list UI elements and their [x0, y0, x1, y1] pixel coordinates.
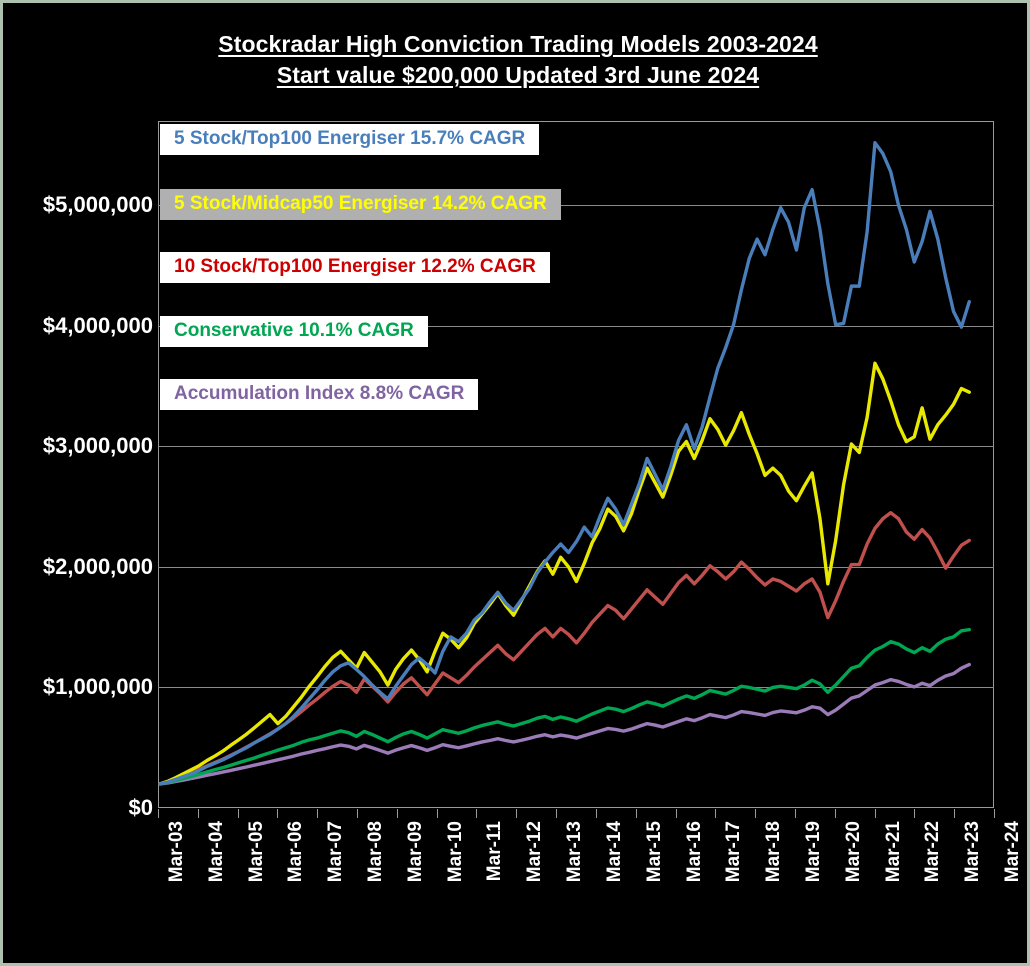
x-axis-tick-label: Mar-12 [524, 821, 546, 883]
x-axis-tick-mark [396, 809, 398, 818]
legend-item-label: 10 Stock/Top100 Energiser 12.2% CAGR [174, 256, 536, 277]
x-axis-tick-label: Mar-18 [763, 821, 785, 883]
x-axis-tick-mark [476, 809, 478, 818]
x-axis-tick-mark [595, 809, 597, 818]
legend-item[interactable]: 5 Stock/Top100 Energiser 15.7% CAGR [160, 124, 540, 155]
x-axis-tick-label: Mar-22 [922, 821, 944, 883]
y-axis-labels: $0 $1,000,000 $2,000,000 $3,000,000 $4,000,0… [3, 121, 153, 820]
x-axis-tick-label: Mar-19 [802, 821, 824, 883]
x-axis-tick-label: Mar-10 [444, 821, 466, 883]
x-axis-tick-label: Mar-17 [723, 821, 745, 883]
legend-item-label: 5 Stock/Top100 Energiser 15.7% CAGR [174, 128, 526, 149]
x-axis-tick-label: Mar-08 [365, 821, 387, 883]
x-axis-tick-mark [277, 809, 279, 818]
x-axis-tick-mark [317, 809, 319, 818]
legend-item-label: Accumulation Index 8.8% CAGR [174, 383, 465, 404]
x-axis-tick-label: Mar-14 [603, 821, 625, 883]
x-axis-tick-label: Mar-05 [245, 821, 267, 883]
gridline [158, 446, 994, 448]
y-axis-tick-label: $2,000,000 [42, 553, 153, 579]
x-axis-tick-label: Mar-04 [205, 821, 227, 883]
x-axis-tick-label: Mar-09 [404, 821, 426, 883]
plot-area [158, 121, 994, 808]
x-axis-tick-label: Mar-06 [285, 821, 307, 883]
y-axis-tick-label: $3,000,000 [42, 433, 153, 459]
x-axis-tick-mark [994, 809, 995, 818]
x-axis-tick-label: Mar-21 [882, 821, 904, 883]
chart-title-text: Stockradar High Conviction Trading Model… [218, 31, 818, 57]
series-lines [158, 140, 971, 786]
gridline [158, 566, 994, 568]
series-line [158, 140, 971, 786]
x-axis-tick-label: Mar-07 [325, 821, 347, 883]
x-axis-tick-label: Mar-23 [962, 821, 984, 883]
page-title: Stockradar High Conviction Trading Model… [3, 29, 1030, 60]
legend-item-label: 5 Stock/Midcap50 Energiser 14.2% CAGR [174, 193, 547, 214]
x-axis-tick-mark [436, 809, 438, 818]
y-axis-tick-label: $4,000,000 [42, 312, 153, 338]
x-axis-tick-mark [715, 809, 717, 818]
x-axis-tick-mark [357, 809, 359, 818]
x-axis-labels: Mar-03 Mar-04 Mar-05 Mar-06 Mar-07 Mar-08 Mar-… [158, 809, 1023, 929]
legend-item-label: Conservative 10.1% CAGR [174, 320, 414, 341]
legend-item[interactable]: Conservative 10.1% CAGR [160, 316, 428, 347]
x-axis-tick-label: Mar-24 [1002, 821, 1023, 883]
x-axis-tick-mark [675, 809, 677, 818]
x-axis-tick-mark [794, 809, 796, 818]
x-axis-tick-mark [914, 809, 916, 818]
x-axis-tick-label: Mar-03 [166, 821, 187, 883]
legend-item[interactable]: 10 Stock/Top100 Energiser 12.2% CAGR [160, 252, 550, 283]
x-axis-tick-mark [755, 809, 757, 818]
x-axis-tick-mark [834, 809, 836, 818]
chart-subtitle: Start value $200,000 Updated 3rd June 20… [3, 60, 1030, 91]
series-line [158, 627, 971, 786]
x-axis-tick-mark [874, 809, 876, 818]
x-axis-tick-label: Mar-20 [842, 821, 864, 883]
x-axis-tick-mark [237, 809, 239, 818]
gridline [158, 687, 994, 689]
gridline [158, 325, 994, 327]
series-line [158, 511, 971, 786]
x-axis-tick-mark [516, 809, 518, 818]
x-axis-tick-label: Mar-15 [643, 821, 665, 883]
x-axis-tick-label: Mar-11 [484, 821, 506, 882]
x-axis-tick-mark [556, 809, 558, 818]
x-axis-tick-mark [197, 809, 199, 818]
x-axis-tick-label: Mar-13 [564, 821, 586, 883]
x-axis-tick-mark [635, 809, 637, 818]
y-axis-tick-label: $0 [128, 795, 153, 820]
chart-title-block: Stockradar High Conviction Trading Model… [3, 29, 1030, 91]
x-axis-tick-label: Mar-16 [683, 821, 705, 883]
x-axis-tick-mark [158, 809, 159, 818]
series-line [158, 662, 971, 786]
x-axis-tick-mark [954, 809, 956, 818]
y-axis-tick-label: $1,000,000 [42, 674, 153, 700]
plot-frame [158, 121, 994, 808]
y-axis-tick-label: $5,000,000 [42, 192, 153, 218]
legend-item[interactable]: 5 Stock/Midcap50 Energiser 14.2% CAGR [160, 189, 561, 220]
gridline [158, 205, 994, 207]
legend-item[interactable]: Accumulation Index 8.8% CAGR [160, 379, 479, 410]
series-line [158, 361, 971, 786]
chart-subtitle-text: Start value $200,000 Updated 3rd June 20… [276, 62, 760, 88]
